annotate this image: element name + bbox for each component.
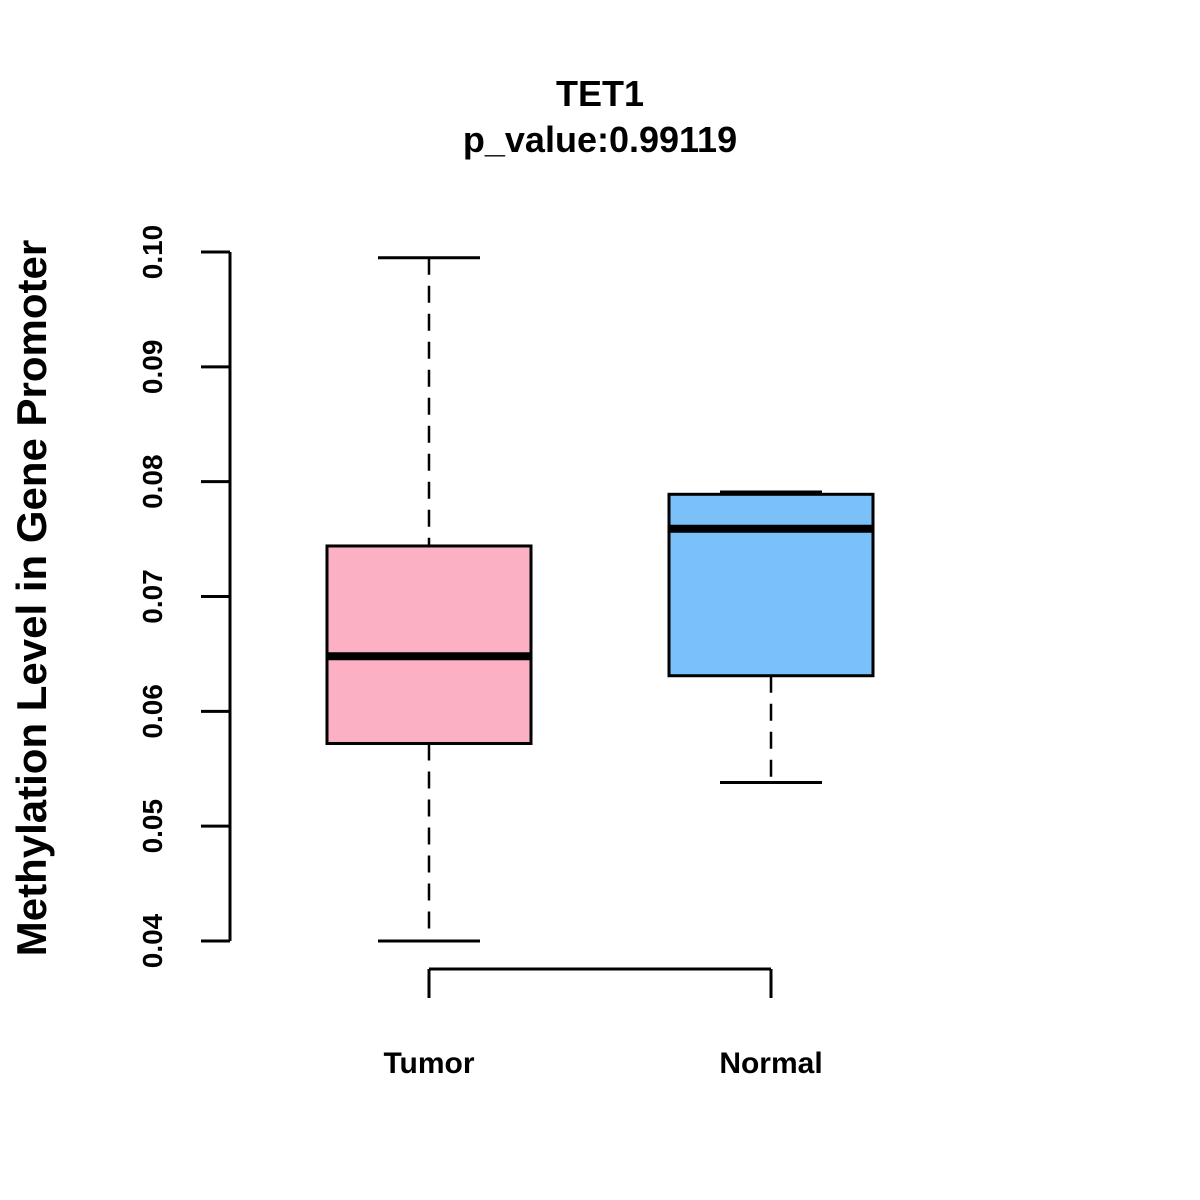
box-tumor <box>325 256 533 943</box>
boxes <box>325 256 875 943</box>
y-tick-label: 0.05 <box>137 799 168 854</box>
y-tick-label: 0.09 <box>137 340 168 395</box>
y-tick-label: 0.08 <box>137 454 168 509</box>
y-axis-label: Methylation Level in Gene Promoter <box>8 240 55 956</box>
x-tick-label-tumor: Tumor <box>383 1047 474 1080</box>
chart-subtitle: p_value:0.99119 <box>463 119 737 160</box>
chart-title: TET1 <box>556 73 644 114</box>
y-tick-label: 0.10 <box>137 225 168 280</box>
y-axis: 0.04 0.05 0.06 0.07 0.08 0.09 0.10 <box>137 225 232 968</box>
box-normal <box>667 490 875 785</box>
x-axis: Tumor Normal <box>383 967 823 1080</box>
iqr-box <box>667 492 875 678</box>
y-tick-label: 0.06 <box>137 684 168 739</box>
iqr-box <box>325 544 533 745</box>
y-tick-label: 0.07 <box>137 569 168 624</box>
y-tick-label: 0.04 <box>137 913 168 968</box>
x-tick-label-normal: Normal <box>719 1047 822 1080</box>
